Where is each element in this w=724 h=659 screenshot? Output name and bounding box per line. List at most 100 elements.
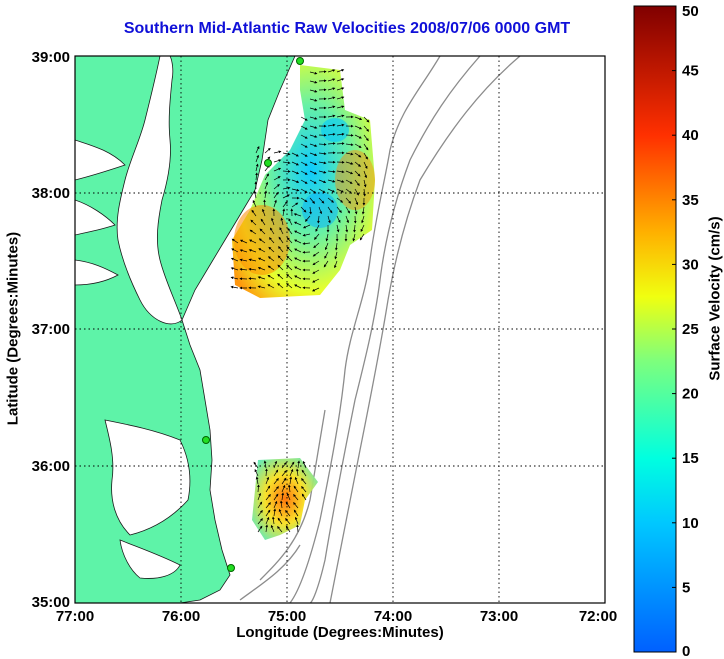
velocity-arrow: [318, 152, 327, 155]
velocity-arrow: [265, 494, 271, 501]
velocity-arrow: [318, 188, 326, 193]
velocity-arrow: [295, 468, 299, 477]
y-axis-label: Latitude (Degrees:Minutes): [4, 231, 22, 426]
velocity-arrow: [258, 238, 266, 244]
velocity-arrow: [248, 249, 257, 253]
velocity-arrow: [324, 242, 329, 251]
velocity-arrow: [345, 215, 349, 224]
radar-station-markers: [202, 57, 304, 572]
velocity-arrow: [336, 105, 345, 109]
velocity-arrow: [300, 143, 308, 148]
velocity-arrow: [264, 190, 268, 199]
velocity-arrow: [363, 170, 367, 179]
velocity-arrow: [309, 197, 315, 204]
velocity-arrow: [354, 206, 358, 215]
grid-lines: [75, 56, 605, 603]
velocity-arrow: [257, 257, 266, 262]
velocity-arrow: [327, 87, 336, 91]
velocity-arrow: [300, 206, 307, 213]
colorbar: [633, 5, 677, 653]
colorbar-tick-label: 5: [682, 579, 690, 596]
velocity-arrow: [271, 217, 275, 226]
velocity-arrow: [363, 161, 368, 169]
velocity-arrow: [294, 476, 299, 485]
velocity-arrow: [334, 251, 338, 260]
velocity-arrow: [353, 224, 356, 233]
velocity-arrow: [253, 190, 257, 199]
velocity-arrow: [302, 224, 311, 229]
velocity-arrow: [273, 184, 280, 190]
velocity-arrow: [263, 199, 266, 208]
velocity-arrow: [336, 224, 340, 233]
velocity-arrow: [281, 492, 285, 501]
velocity-arrow: [254, 469, 259, 477]
velocity-arrow: [231, 248, 239, 253]
velocity-arrow: [288, 218, 293, 226]
velocity-arrow: [271, 516, 275, 525]
velocity-arrow: [345, 206, 350, 214]
velocity-arrow: [282, 161, 291, 165]
velocity-arrow: [277, 264, 284, 271]
velocity-arrow: [286, 264, 293, 271]
velocity-arrow: [301, 493, 307, 501]
velocity-arrow: [345, 133, 354, 137]
velocity-arrow: [294, 275, 302, 280]
velocity-arrow: [249, 229, 257, 235]
velocity-arrow: [309, 152, 318, 156]
velocity-arrow: [327, 179, 336, 183]
velocity-arrow: [361, 215, 365, 224]
velocity-arrow: [309, 80, 318, 84]
velocity-arrow: [294, 230, 302, 235]
velocity-arrow: [277, 517, 283, 525]
velocity-arrow: [270, 524, 275, 533]
y-tick-label: 39:00: [32, 49, 70, 66]
velocity-arrow: [324, 251, 329, 259]
velocity-arrow: [278, 246, 284, 253]
velocity-arrow: [282, 169, 291, 173]
velocity-arrow: [291, 152, 299, 157]
velocity-arrow: [268, 246, 275, 253]
velocity-arrow: [286, 255, 293, 262]
velocity-arrow: [327, 132, 336, 136]
bathymetry-contours: [239, 56, 521, 603]
velocity-arrow: [309, 134, 318, 138]
colorbar-tick-label: 45: [682, 63, 699, 80]
velocity-arrow: [281, 470, 287, 477]
velocity-arrow: [287, 227, 293, 235]
x-tick-label: 73:00: [480, 608, 518, 625]
velocity-arrow: [354, 125, 363, 130]
velocity-arrow: [285, 518, 291, 525]
velocity-arrow: [257, 276, 266, 280]
velocity-arrow: [264, 147, 271, 154]
velocity-arrow: [293, 221, 302, 226]
velocity-arrow: [363, 152, 368, 160]
y-tick-label: 35:00: [32, 594, 70, 611]
velocity-arrow: [354, 116, 363, 121]
velocity-arrow: [334, 260, 338, 269]
x-tick-label: 72:00: [579, 608, 617, 625]
velocity-arrow: [336, 197, 344, 203]
velocity-arrow: [257, 510, 263, 517]
velocity-arrow: [278, 508, 283, 517]
velocity-arrow: [289, 468, 294, 477]
velocity-arrow: [354, 161, 361, 167]
velocity-arrow: [239, 239, 248, 244]
velocity-arrow: [286, 492, 291, 501]
velocity-arrow: [291, 170, 300, 175]
velocity-arrow: [279, 227, 284, 235]
velocity-arrow: [327, 142, 336, 145]
velocity-arrow: [354, 188, 359, 196]
velocity-arrow: [281, 477, 287, 485]
velocity-arrow: [354, 152, 362, 158]
velocity-arrow: [285, 510, 291, 517]
velocity-arrow: [265, 524, 269, 533]
velocity-arrow: [345, 143, 354, 147]
colorbar-tick-label: 30: [682, 256, 699, 273]
velocity-arrow: [309, 71, 318, 75]
velocity-arrow: [263, 460, 267, 469]
velocity-arrow: [309, 188, 317, 194]
velocity-arrow: [354, 197, 359, 206]
velocity-arrow: [273, 493, 279, 501]
velocity-arrow: [300, 116, 308, 121]
velocity-arrow: [336, 179, 345, 183]
